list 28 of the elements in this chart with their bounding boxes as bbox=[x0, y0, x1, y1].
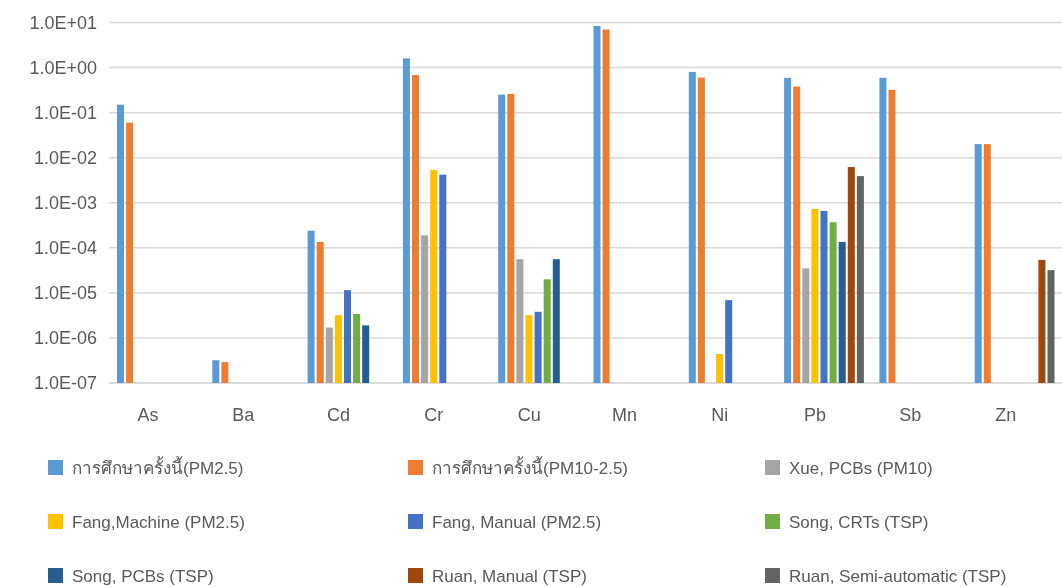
legend-label: Ruan, Semi-automatic (TSP) bbox=[789, 566, 1007, 586]
x-tick-label: Cr bbox=[424, 405, 444, 425]
legend-label: Song, CRTs (TSP) bbox=[789, 512, 929, 532]
y-tick-label: 1.0E+01 bbox=[29, 12, 97, 33]
x-tick-label: Pb bbox=[804, 405, 827, 425]
x-tick-label: Cd bbox=[327, 405, 351, 425]
x-tick-label: Cu bbox=[517, 405, 541, 425]
y-tick-label: 1.0E-05 bbox=[33, 282, 97, 303]
y-tick-label: 1.0E-03 bbox=[33, 192, 97, 213]
legend-label: Ruan, Manual (TSP) bbox=[432, 566, 587, 586]
x-tick-label: Mn bbox=[611, 405, 637, 425]
y-tick-label: 1.0E+00 bbox=[29, 57, 97, 78]
y-tick-label: 1.0E-02 bbox=[33, 147, 97, 168]
x-tick-label: Zn bbox=[995, 405, 1017, 425]
y-tick-label: 1.0E-04 bbox=[33, 237, 97, 258]
legend-label: Fang,Machine (PM2.5) bbox=[72, 512, 245, 532]
x-tick-label: As bbox=[137, 405, 159, 425]
y-tick-label: 1.0E-01 bbox=[33, 102, 97, 123]
legend-label: Song, PCBs (TSP) bbox=[72, 566, 214, 586]
y-tick-label: 1.0E-07 bbox=[33, 373, 97, 393]
legend-label: Xue, PCBs (PM10) bbox=[789, 458, 933, 478]
x-tick-label: Ba bbox=[232, 405, 256, 425]
x-tick-label: Ni bbox=[711, 405, 729, 425]
legend-label: Fang, Manual (PM2.5) bbox=[432, 512, 602, 532]
x-tick-label: Sb bbox=[899, 405, 922, 425]
legend-label: การศึกษาครั้งนี้(PM10-2.5) bbox=[432, 455, 629, 478]
y-tick-label: 1.0E-06 bbox=[33, 327, 97, 348]
legend-label: การศึกษาครั้งนี้(PM2.5) bbox=[72, 455, 244, 478]
